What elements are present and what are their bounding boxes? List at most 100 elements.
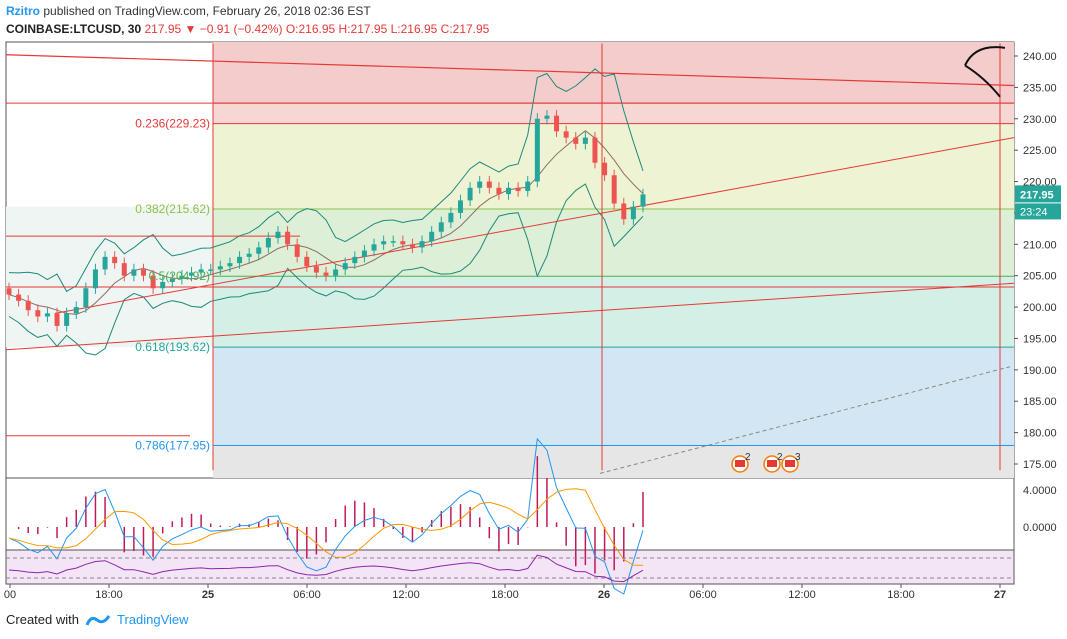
candle-body [477, 181, 483, 188]
price-tick-label: 225.00 [1023, 145, 1057, 157]
fib-zone [213, 42, 1014, 104]
bb-upper-line [8, 68, 644, 293]
signal-line [8, 488, 644, 566]
fib-labels: 0.236(229.23) 0.382(215.62) 0.5(204.92) 0.6… [135, 117, 210, 453]
drawn-curve [964, 46, 1006, 98]
oscillator-indicator [6, 554, 1014, 583]
tradingview-brand[interactable]: TradingView [116, 612, 189, 627]
candle-body [112, 256, 118, 264]
candle-body [554, 115, 560, 132]
bb-lower-line [8, 183, 644, 356]
candle-body [83, 288, 89, 308]
time-tick-label: 18:00 [887, 589, 915, 601]
fib-zone [213, 103, 1014, 124]
candle-body [64, 313, 70, 326]
price-tick-label: 240.00 [1023, 51, 1057, 63]
price-tick-label: 230.00 [1023, 114, 1057, 126]
us-flag-icon [785, 460, 795, 467]
candle-body [121, 263, 127, 276]
author-name[interactable]: Rzitro [6, 4, 40, 18]
ohlc-high: H:217.95 [338, 22, 388, 36]
candle-body [150, 275, 156, 289]
time-tick-label: 06:00 [293, 589, 321, 601]
candle-body [429, 231, 435, 242]
time-tick-label: 18:00 [95, 589, 123, 601]
time-tick-label: 06:00 [689, 589, 717, 601]
candle-body [73, 307, 79, 314]
candle-body [16, 294, 22, 301]
current-price-label: 217.95 [1020, 189, 1054, 201]
candle-body [582, 137, 588, 144]
price-change: −0.91 (−0.42%) [199, 22, 283, 36]
candle-body [227, 263, 233, 267]
us-flag-icon [767, 460, 777, 467]
time-tick-label: 00 [4, 589, 16, 601]
time-tick-label: 25 [202, 589, 214, 601]
price-tick-label: 200.00 [1023, 302, 1057, 314]
candle-body [217, 266, 223, 270]
price-tick-label: 185.00 [1023, 396, 1057, 408]
candle-body [198, 269, 204, 273]
candle-body [54, 313, 60, 326]
macd-tick-label: 0.0000 [1023, 522, 1057, 534]
badge-count: 2 [777, 452, 783, 463]
candle-body [208, 269, 214, 271]
candle-body [448, 212, 454, 223]
candle-body [285, 231, 291, 245]
candle-body [304, 256, 310, 267]
us-flag-icon [735, 460, 745, 467]
ohlc-close: C:217.95 [440, 22, 490, 36]
candle-body [496, 187, 502, 195]
candle-body [265, 238, 271, 248]
footer: Created with TradingView [6, 612, 189, 627]
candle-body [246, 253, 252, 257]
candle-body [160, 281, 166, 289]
projection-line [599, 366, 1011, 474]
macd-indicator: 4.0000 0.0000 [8, 437, 1057, 595]
fib-label: 0.236(229.23) [135, 117, 210, 131]
fib-label: 0.618(193.62) [135, 340, 210, 354]
candle-body [630, 206, 636, 220]
candle-body [563, 131, 569, 138]
ohlc-open: O:216.95 [285, 22, 336, 36]
candle-body [275, 231, 281, 239]
price-axis[interactable]: 240.00235.00230.00225.00220.00215.00210.… [1014, 51, 1061, 471]
candle-body [602, 162, 608, 176]
candle-body [294, 244, 300, 257]
oscillator-line [8, 554, 644, 583]
price-tick-label: 195.00 [1023, 333, 1057, 345]
trend-line [5, 54, 1015, 87]
candle-body [544, 115, 550, 119]
trend-line [54, 137, 1015, 314]
time-tick-label: 12:00 [788, 589, 816, 601]
candle-body [333, 269, 339, 276]
publish-text: published on TradingView.com, February 2… [43, 4, 371, 18]
candle-body [237, 256, 243, 264]
fib-retracement[interactable] [6, 42, 1014, 478]
event-badges[interactable]: 2 2 3 [731, 452, 801, 473]
countdown-box [1015, 203, 1061, 220]
candle-body [256, 247, 262, 254]
candle-body [342, 263, 348, 270]
trend-lines[interactable] [5, 43, 1015, 474]
candle-body [6, 288, 12, 295]
candle-body [92, 269, 98, 289]
badge-count: 2 [745, 452, 751, 463]
candle-body [313, 266, 319, 273]
candles [6, 109, 646, 332]
candle-body [323, 272, 329, 276]
candle-body [457, 200, 463, 213]
left-shade [6, 206, 213, 348]
candle-body [534, 118, 540, 182]
badge-count: 3 [795, 452, 801, 463]
time-axis[interactable]: 00 18:00 25 06:00 12:00 18:00 26 06:00 12:00 18:0… [4, 584, 1006, 601]
price-tick-label: 235.00 [1023, 82, 1057, 94]
price-tick-label: 180.00 [1023, 428, 1057, 440]
last-price: 217.95 [144, 22, 182, 36]
candle-body [573, 137, 579, 144]
candle-body [361, 250, 367, 257]
macd-pane-border [5, 477, 1015, 551]
price-tick-label: 210.00 [1023, 239, 1057, 251]
candle-body [131, 269, 137, 276]
